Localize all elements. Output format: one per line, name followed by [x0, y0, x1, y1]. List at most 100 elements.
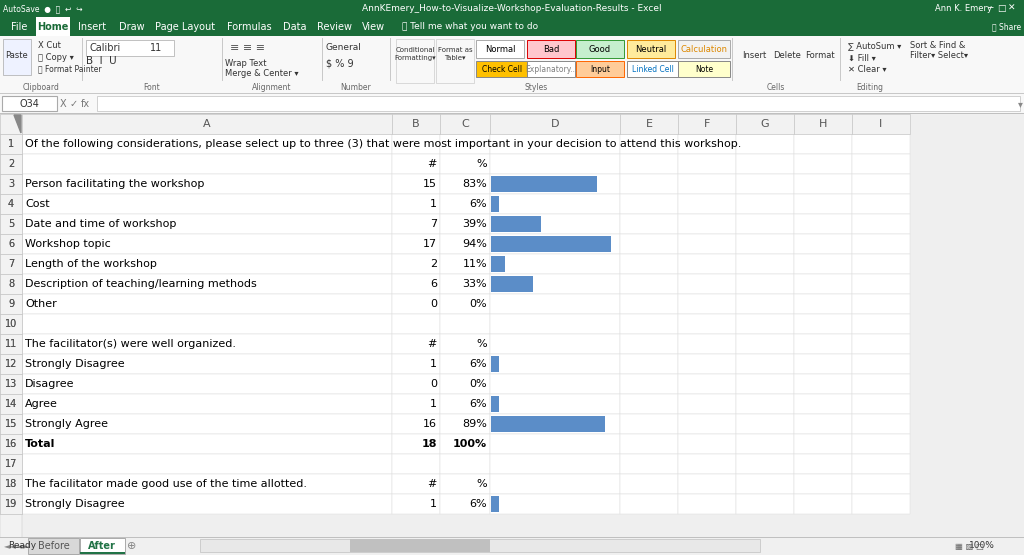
- Bar: [392, 154, 440, 174]
- Text: fx: fx: [81, 99, 89, 109]
- Text: #: #: [428, 339, 437, 349]
- Bar: [620, 134, 678, 154]
- Bar: [0, 174, 22, 194]
- Bar: [22, 474, 392, 494]
- Text: After: After: [88, 541, 116, 551]
- Bar: [794, 334, 852, 354]
- Text: Styles: Styles: [524, 83, 548, 92]
- Bar: [440, 174, 490, 194]
- Text: 17: 17: [5, 459, 17, 469]
- Text: 17: 17: [423, 239, 437, 249]
- Bar: [0, 414, 22, 434]
- Bar: [678, 134, 736, 154]
- Bar: [620, 314, 678, 334]
- Bar: [0, 114, 22, 134]
- Bar: [852, 294, 910, 314]
- Bar: [0, 474, 22, 494]
- Bar: [392, 354, 440, 374]
- Bar: [794, 394, 852, 414]
- Bar: [28, 538, 79, 554]
- Bar: [0, 354, 22, 374]
- Bar: [0, 214, 22, 234]
- Text: I: I: [880, 119, 883, 129]
- Bar: [0, 334, 22, 354]
- Text: Length of the workshop: Length of the workshop: [25, 259, 157, 269]
- Bar: [436, 39, 474, 83]
- Text: Input: Input: [590, 64, 610, 73]
- Text: Wrap Text: Wrap Text: [225, 58, 266, 68]
- Text: 33%: 33%: [463, 279, 487, 289]
- Bar: [440, 354, 490, 374]
- Polygon shape: [14, 115, 22, 133]
- Bar: [0, 94, 1024, 114]
- Bar: [490, 196, 499, 212]
- Bar: [22, 214, 392, 234]
- Text: 1: 1: [430, 399, 437, 409]
- Text: 16: 16: [423, 419, 437, 429]
- Bar: [678, 474, 736, 494]
- Text: 8: 8: [8, 279, 14, 289]
- Bar: [678, 274, 736, 294]
- Bar: [440, 194, 490, 214]
- Bar: [794, 434, 852, 454]
- Bar: [392, 394, 440, 414]
- Bar: [794, 134, 852, 154]
- Text: A: A: [203, 119, 211, 129]
- Bar: [22, 334, 392, 354]
- Bar: [620, 234, 678, 254]
- Bar: [794, 414, 852, 434]
- Text: Calibri: Calibri: [90, 43, 121, 53]
- Text: 11%: 11%: [463, 259, 487, 269]
- Bar: [440, 474, 490, 494]
- Bar: [620, 434, 678, 454]
- Bar: [0, 314, 22, 334]
- Text: ✓: ✓: [70, 99, 78, 109]
- Bar: [620, 354, 678, 374]
- Bar: [0, 394, 22, 414]
- Text: 83%: 83%: [462, 179, 487, 189]
- Text: X Cut: X Cut: [38, 42, 60, 51]
- Bar: [678, 414, 736, 434]
- Bar: [0, 374, 22, 394]
- Bar: [852, 354, 910, 374]
- Bar: [620, 294, 678, 314]
- Text: 12: 12: [5, 359, 17, 369]
- Text: Format as: Format as: [437, 47, 472, 53]
- Bar: [440, 154, 490, 174]
- Bar: [852, 474, 910, 494]
- Bar: [736, 134, 794, 154]
- Bar: [794, 234, 852, 254]
- Text: Ann K. Emery: Ann K. Emery: [935, 4, 992, 13]
- Text: 7: 7: [8, 259, 14, 269]
- Text: B  I  U: B I U: [86, 56, 117, 66]
- Bar: [852, 254, 910, 274]
- Text: D: D: [551, 119, 559, 129]
- Text: 12: 12: [5, 359, 17, 369]
- Bar: [736, 334, 794, 354]
- Text: 10: 10: [5, 319, 17, 329]
- Bar: [794, 474, 852, 494]
- Bar: [22, 434, 392, 454]
- Bar: [392, 414, 440, 434]
- Text: Clipboard: Clipboard: [23, 83, 59, 92]
- Bar: [490, 134, 620, 154]
- Bar: [392, 474, 440, 494]
- Bar: [794, 374, 852, 394]
- Text: 5: 5: [8, 219, 14, 229]
- Bar: [392, 254, 440, 274]
- Text: 6%: 6%: [469, 499, 487, 509]
- Text: 89%: 89%: [462, 419, 487, 429]
- Text: Explanatory...: Explanatory...: [525, 64, 578, 73]
- Bar: [490, 194, 620, 214]
- Bar: [3, 39, 31, 75]
- Text: 16: 16: [5, 439, 17, 449]
- Text: ✕ Clear ▾: ✕ Clear ▾: [848, 65, 887, 74]
- Bar: [490, 276, 534, 292]
- Bar: [620, 334, 678, 354]
- Bar: [852, 134, 910, 154]
- Bar: [0, 494, 22, 514]
- Bar: [0, 234, 22, 254]
- Bar: [490, 394, 620, 414]
- Text: 14: 14: [5, 399, 17, 409]
- Bar: [620, 474, 678, 494]
